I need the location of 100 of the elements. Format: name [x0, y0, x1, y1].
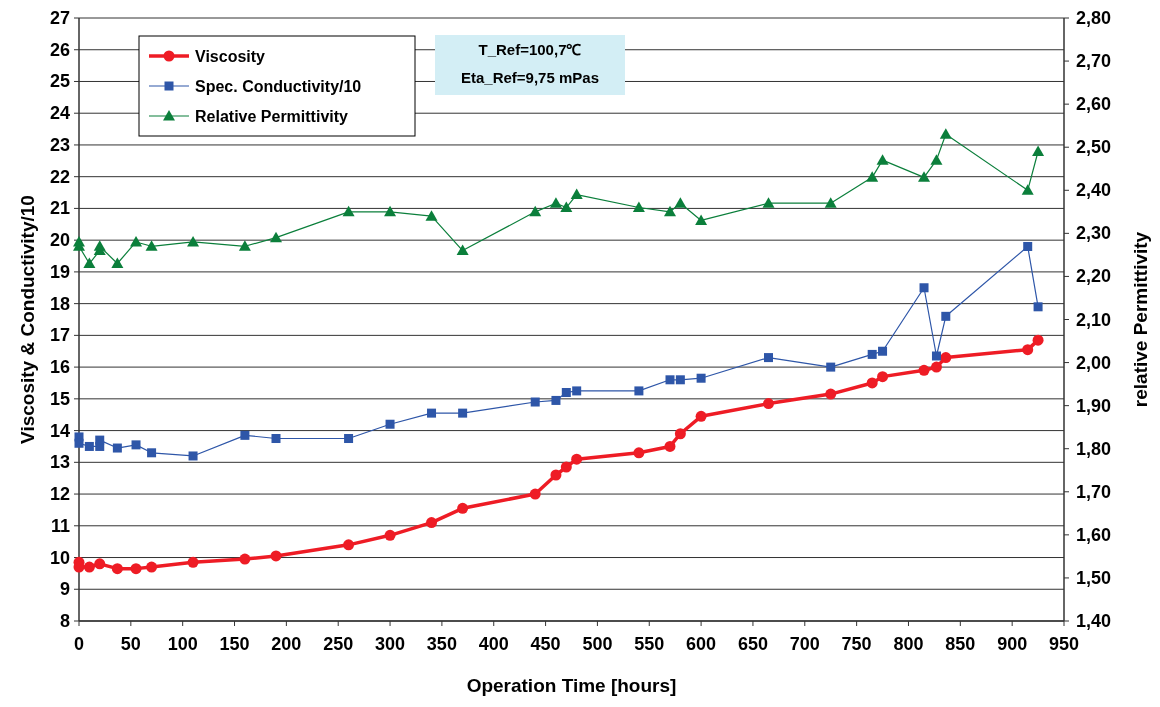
x-tick-label: 250	[323, 634, 354, 654]
legend-label: Spec. Conductivity/10	[195, 78, 362, 95]
legend-label: Relative Permittivity	[195, 108, 349, 125]
x-tick-label: 550	[634, 634, 665, 654]
x-tick-label: 700	[789, 634, 820, 654]
point	[664, 440, 676, 452]
point	[560, 461, 572, 473]
x-tick-label: 450	[530, 634, 561, 654]
point	[145, 240, 158, 251]
y2-tick-label: 1,90	[1076, 395, 1112, 416]
legend-label: Viscosity	[195, 48, 266, 65]
point	[427, 408, 437, 418]
point	[271, 434, 281, 444]
point	[763, 398, 774, 410]
point	[342, 205, 355, 217]
point	[549, 197, 562, 208]
y-tick-label: 18	[49, 293, 70, 314]
y-tick-label: 21	[49, 198, 70, 219]
y-tick-label: 9	[59, 579, 70, 600]
y-tick-label: 15	[49, 388, 70, 409]
point	[918, 364, 930, 376]
annotation: Eta_Ref=9,75 mPas	[460, 69, 600, 86]
point	[130, 563, 142, 575]
point	[941, 311, 951, 321]
point	[561, 388, 571, 397]
point	[551, 395, 561, 405]
y2-tick-label: 1,80	[1076, 438, 1112, 459]
point	[762, 197, 775, 208]
point	[675, 375, 685, 385]
y-tick-label: 27	[49, 8, 70, 28]
x-tick-label: 650	[737, 634, 768, 654]
point	[1023, 242, 1033, 252]
y2-tick-label: 2,80	[1076, 8, 1112, 28]
point	[550, 469, 562, 481]
point	[866, 377, 878, 389]
point	[94, 558, 106, 570]
x-tick-label: 100	[167, 634, 198, 654]
point	[187, 556, 199, 568]
y2-tick-label: 2,70	[1076, 51, 1112, 72]
y-tick-label: 8	[59, 611, 70, 631]
point	[188, 451, 198, 461]
point	[131, 440, 141, 450]
y-tick-label: 22	[49, 166, 70, 187]
point	[384, 529, 396, 541]
point	[530, 397, 540, 407]
point	[930, 154, 943, 165]
point	[919, 283, 929, 293]
point	[456, 244, 469, 256]
y2-axis-title: relative Permittivity	[1130, 231, 1151, 408]
x-tick-label: 850	[945, 634, 976, 654]
point	[1021, 184, 1034, 195]
point	[83, 257, 96, 269]
y-tick-label: 12	[49, 484, 70, 505]
point	[939, 128, 952, 139]
point	[931, 351, 941, 361]
y-tick-label: 13	[49, 452, 70, 473]
point	[111, 257, 124, 269]
point	[344, 434, 354, 444]
y2-tick-label: 1,60	[1076, 524, 1112, 545]
point	[674, 428, 686, 440]
x-tick-label: 0	[73, 634, 85, 654]
x-tick-label: 800	[893, 634, 924, 654]
y-tick-label: 16	[49, 357, 70, 378]
point	[239, 553, 251, 565]
point	[877, 371, 889, 383]
point	[824, 197, 837, 208]
y2-tick-label: 2,10	[1076, 309, 1112, 330]
point	[764, 353, 773, 363]
y-tick-label: 17	[49, 325, 70, 346]
x-tick-label: 400	[478, 634, 509, 654]
point	[826, 362, 836, 372]
point	[1032, 334, 1044, 346]
point	[270, 231, 282, 243]
y2-tick-label: 2,60	[1076, 94, 1112, 115]
point	[1022, 344, 1034, 356]
x-tick-label: 200	[271, 634, 302, 654]
point	[240, 430, 250, 440]
point	[458, 408, 468, 418]
point	[570, 188, 583, 200]
x-tick-label: 50	[120, 634, 141, 654]
point	[529, 205, 542, 217]
y2-tick-label: 2,50	[1076, 137, 1112, 158]
point	[633, 447, 645, 459]
point	[632, 201, 645, 213]
point	[457, 502, 469, 514]
point	[84, 441, 94, 451]
y-tick-label: 25	[49, 71, 70, 92]
y-tick-label: 23	[49, 134, 70, 155]
point	[695, 410, 707, 422]
point	[146, 561, 158, 573]
y2-tick-label: 1,40	[1076, 611, 1112, 631]
point	[93, 240, 106, 251]
point	[695, 214, 708, 225]
point	[930, 361, 942, 373]
point	[426, 517, 438, 529]
point	[238, 240, 251, 251]
point	[385, 419, 395, 429]
point	[95, 435, 105, 445]
point	[876, 154, 889, 165]
point	[696, 373, 706, 383]
